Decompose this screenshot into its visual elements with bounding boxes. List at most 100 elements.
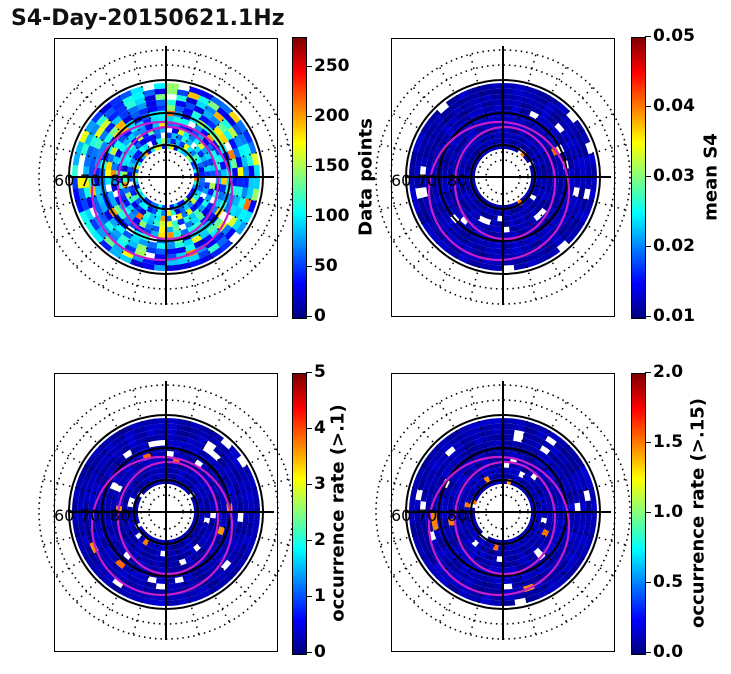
- heat-cell: [572, 521, 580, 533]
- heat-cell: [104, 220, 116, 232]
- heat-cell: [130, 85, 144, 96]
- colorbar-tick-label: 0.04: [645, 96, 695, 116]
- grid-radial: [411, 200, 480, 269]
- heat-cell: [118, 588, 133, 599]
- heat-cell: [519, 196, 527, 204]
- heat-cell: [175, 548, 184, 556]
- heat-cell: [458, 94, 473, 106]
- heat-cell: [165, 232, 174, 238]
- heat-cell: [447, 176, 454, 185]
- heat-cell: [159, 215, 166, 222]
- heat-cell: [183, 150, 190, 158]
- heat-cell: [556, 437, 571, 451]
- heat-cell: [151, 560, 160, 568]
- heat-cell: [158, 556, 166, 562]
- heat-cell: [565, 473, 575, 486]
- heat-cell: [83, 521, 92, 534]
- heat-cell: [446, 145, 456, 156]
- heat-cell: [473, 101, 486, 111]
- heat-cell: [172, 565, 182, 573]
- heat-cell: [545, 182, 553, 191]
- heat-cell: [445, 551, 456, 563]
- heat-cell: [196, 248, 211, 260]
- heat-cell: [135, 149, 143, 157]
- heat-cell: [472, 578, 485, 587]
- heat-cell: [180, 147, 187, 155]
- heat-cell: [247, 199, 257, 214]
- heat-cell: [511, 440, 523, 448]
- heat-cell: [228, 110, 242, 124]
- heat-cell: [466, 258, 481, 268]
- colorbar-tick-label: 0.01: [645, 306, 695, 326]
- grid-radial: [132, 544, 158, 636]
- heat-cell: [98, 573, 113, 587]
- heat-cell: [152, 554, 161, 562]
- heat-cell: [240, 490, 249, 503]
- heat-cell: [146, 217, 155, 226]
- heat-cell: [186, 96, 199, 106]
- heat-cell: [185, 138, 194, 147]
- heat-cell: [132, 91, 146, 101]
- heat-cell: [174, 542, 181, 550]
- heat-cell: [577, 490, 586, 503]
- heat-cell: [102, 235, 116, 248]
- heat-cell: [152, 264, 166, 271]
- colorbar-tick-label: 0.0: [644, 642, 684, 662]
- polar-map-top-right: 60 70 80: [375, 38, 631, 317]
- heat-cell: [136, 101, 149, 111]
- colorbar-tick-label: 1: [306, 586, 326, 606]
- heat-cell: [579, 501, 586, 513]
- heat-cell: [137, 238, 149, 247]
- heat-cell: [536, 253, 550, 265]
- heat-cell: [536, 114, 548, 125]
- heat-cell: [485, 133, 494, 141]
- heat-cell: [445, 95, 460, 107]
- heat-cell: [77, 176, 84, 189]
- heat-cell: [219, 102, 234, 116]
- heat-cell: [206, 454, 218, 466]
- heat-cell: [522, 529, 530, 536]
- heat-cell: [95, 561, 108, 575]
- heat-cell: [550, 461, 561, 473]
- heat-cell: [242, 166, 249, 178]
- heat-cell: [511, 581, 524, 589]
- heat-cell: [503, 105, 514, 112]
- heat-cell: [520, 578, 533, 588]
- heat-cell: [108, 125, 120, 137]
- heat-cell: [130, 420, 144, 431]
- heat-cell: [454, 210, 464, 221]
- heat-cell: [539, 109, 551, 121]
- heat-cell: [422, 479, 432, 492]
- heat-cell: [557, 512, 564, 521]
- heat-cell: [88, 217, 101, 231]
- heat-cell: [444, 110, 457, 123]
- heat-cell: [237, 543, 248, 558]
- heat-cell: [556, 102, 571, 116]
- heat-cell: [546, 450, 559, 462]
- heat-cell: [98, 547, 109, 560]
- grid-radial: [198, 143, 290, 169]
- heat-cell: [187, 91, 201, 101]
- heat-cell: [184, 555, 194, 564]
- heat-cell: [219, 184, 227, 194]
- heat-cell: [205, 559, 217, 570]
- heat-cell: [166, 467, 173, 474]
- heat-cell: [452, 104, 465, 116]
- heat-cell: [435, 238, 450, 252]
- heat-cell: [145, 482, 153, 490]
- heat-cell: [449, 155, 457, 165]
- heat-cell: [582, 522, 591, 536]
- heat-cell: [143, 424, 156, 432]
- heat-cell: [246, 154, 254, 167]
- heat-cell: [128, 220, 139, 230]
- heat-cell: [503, 88, 516, 95]
- heat-cell: [421, 131, 432, 146]
- heat-cell: [185, 194, 193, 201]
- heat-cell: [455, 444, 468, 455]
- heat-cell: [492, 94, 504, 101]
- heat-cell: [224, 562, 237, 576]
- heat-cell: [560, 129, 571, 142]
- heat-cell: [227, 215, 238, 229]
- heat-cell: [199, 253, 213, 265]
- heat-cell: [574, 543, 585, 558]
